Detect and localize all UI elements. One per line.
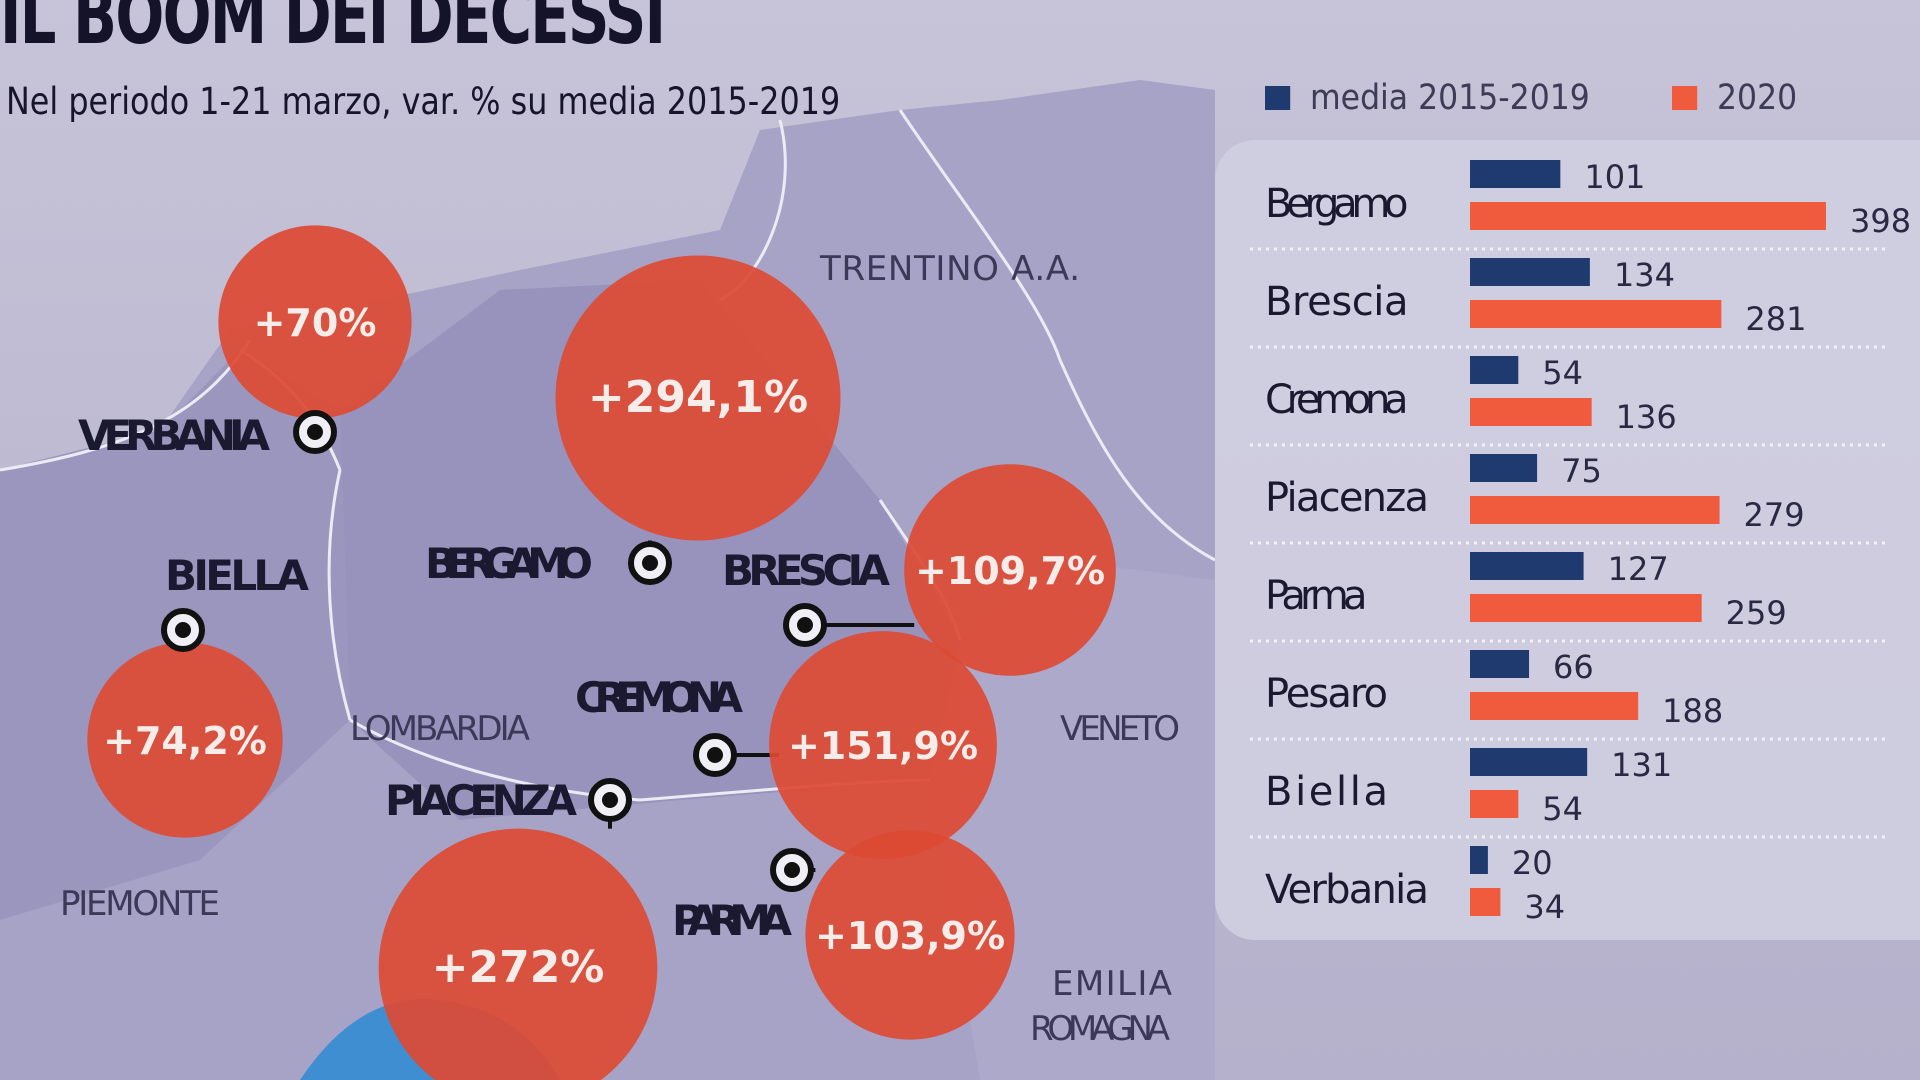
bar-2020 [1470, 496, 1720, 524]
bar-2020 [1470, 300, 1722, 328]
bubble [805, 830, 1015, 1040]
value-label-2020: 188 [1662, 692, 1723, 730]
city-label: PARMA [672, 896, 792, 945]
value-label-2020: 136 [1616, 398, 1677, 436]
bubble-group-parma: +103,9% PARMA [672, 830, 1015, 1040]
legend-label-media: media 2015-2019 [1310, 78, 1590, 118]
bar-media [1470, 160, 1561, 188]
region-label: LOMBARDIA [350, 709, 530, 749]
bubble-group-verbania: +70% VERBANIA [78, 225, 412, 460]
bubble [555, 255, 841, 541]
bar-2020 [1470, 202, 1826, 230]
value-label-media: 20 [1512, 844, 1553, 882]
bubble-group-biella: +74,2% BIELLA [87, 551, 309, 838]
value-label-media: 54 [1542, 354, 1583, 392]
bubble-label: +109,7% [915, 549, 1105, 593]
category-label: Verbania [1265, 867, 1429, 913]
value-label-2020: 259 [1726, 594, 1787, 632]
region-label: TRENTINO A.A. [819, 249, 1080, 289]
city-label: CREMONA [575, 673, 743, 722]
bubble [378, 828, 658, 1080]
page-subtitle: Nel periodo 1-21 marzo, var. % su media … [6, 80, 841, 123]
bar-media [1470, 650, 1530, 678]
bar-2020 [1470, 888, 1501, 916]
value-label-2020: 54 [1542, 790, 1583, 828]
bar-row-bergamo: Bergamo 101 398 [1250, 158, 1911, 251]
bar-2020 [1470, 692, 1639, 720]
bar-media [1470, 356, 1519, 384]
bar-media [1470, 552, 1584, 580]
bubble-group-cremona: +151,9% CREMONA [575, 631, 997, 859]
pin-dot [707, 747, 723, 763]
bubble-group-brescia: +109,7% BRESCIA [722, 464, 1116, 676]
bar-row-brescia: Brescia 134 281 [1250, 256, 1885, 349]
value-label-media: 134 [1614, 256, 1675, 294]
bubble [218, 225, 412, 419]
bar-row-parma: Parma 127 259 [1250, 550, 1885, 643]
bar-row-verbania: Verbania 20 34 [1265, 844, 1565, 926]
city-label: BERGAMO [425, 539, 593, 588]
category-label: Pesaro [1265, 671, 1388, 717]
bar-row-biella: Biella 131 54 [1250, 746, 1885, 839]
category-label: Biella [1265, 769, 1388, 815]
category-label: Bergamo [1265, 181, 1409, 227]
region-label: ROMAGNA [1030, 1009, 1170, 1049]
city-label: BIELLA [165, 551, 309, 600]
city-label: VERBANIA [78, 411, 270, 460]
bubble [87, 642, 283, 838]
bubble-label: +74,2% [103, 719, 267, 763]
bar-2020 [1470, 398, 1592, 426]
bubble-label: +103,9% [815, 914, 1005, 958]
bar-2020 [1470, 790, 1519, 818]
bar-media [1470, 748, 1588, 776]
value-label-2020: 279 [1744, 496, 1805, 534]
city-label: PIACENZA [385, 776, 577, 825]
value-label-media: 127 [1608, 550, 1669, 588]
bar-row-pesaro: Pesaro 66 188 [1250, 648, 1885, 741]
pin-dot [784, 862, 800, 878]
page-title: IL BOOM DEI DECESSI [0, 0, 666, 62]
category-label: Cremona [1265, 377, 1409, 423]
category-label: Parma [1265, 573, 1368, 619]
pin-dot [642, 555, 658, 571]
value-label-media: 101 [1584, 158, 1645, 196]
pin-dot [797, 617, 813, 633]
bubble-label: +70% [254, 301, 377, 345]
bubble-label: +272% [432, 942, 605, 993]
bar-media [1470, 258, 1590, 286]
bar-media [1470, 454, 1538, 482]
pin-dot [307, 424, 323, 440]
value-label-media: 75 [1561, 452, 1602, 490]
value-label-2020: 34 [1524, 888, 1565, 926]
region-label: VENETO [1060, 709, 1180, 749]
bar-row-piacenza: Piacenza 75 279 [1250, 452, 1885, 545]
bar-media [1470, 846, 1488, 874]
legend-2020: 2020 [1672, 78, 1797, 118]
legend-media: media 2015-2019 [1265, 78, 1590, 118]
region-label: PIEMONTE [60, 884, 220, 924]
bubble-label: +294,1% [588, 372, 808, 423]
city-label: BRESCIA [722, 546, 890, 595]
bar-row-cremona: Cremona 54 136 [1250, 354, 1885, 447]
bubble [904, 464, 1116, 676]
region-label: EMILIA [1052, 964, 1172, 1004]
legend-label-2020: 2020 [1717, 78, 1798, 118]
legend-swatch-media [1265, 86, 1291, 110]
category-label: Piacenza [1265, 475, 1429, 521]
bubble-group-piacenza: +272% PIACENZA [378, 776, 658, 1080]
category-label: Brescia [1265, 279, 1409, 325]
value-label-2020: 281 [1745, 300, 1806, 338]
value-label-media: 131 [1611, 746, 1672, 784]
pin-dot [175, 622, 191, 638]
bar-2020 [1470, 594, 1702, 622]
legend-swatch-2020 [1672, 86, 1698, 110]
bubble [769, 631, 997, 859]
bubble-group-bergamo: +294,1% BERGAMO [425, 255, 841, 588]
value-label-2020: 398 [1850, 202, 1911, 240]
pin-dot [602, 792, 618, 808]
bubble-label: +151,9% [788, 724, 978, 768]
value-label-media: 66 [1553, 648, 1594, 686]
